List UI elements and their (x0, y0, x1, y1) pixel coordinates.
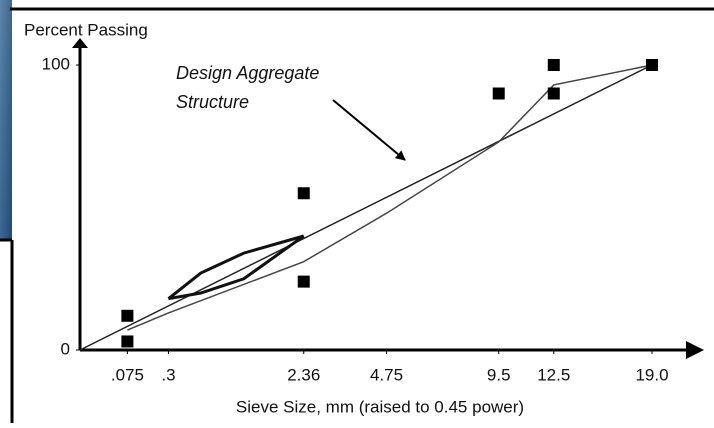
x-tick-label: 9.5 (487, 365, 511, 384)
annotation: Design Aggregate (176, 63, 319, 83)
annotation: Structure (176, 92, 249, 112)
x-tick-label: .3 (161, 365, 175, 384)
annotation-arrow (332, 99, 406, 161)
design-curve (127, 64, 653, 331)
x-tick-label: 2.36 (287, 365, 320, 384)
y-axis-arrow (72, 38, 88, 48)
control-point (492, 87, 505, 100)
max-density-line (79, 64, 653, 351)
control-point (646, 59, 658, 71)
x-axis-title: Sieve Size, mm (raised to 0.45 power) (236, 397, 524, 416)
x-axis-arrow (686, 341, 704, 359)
x-tick-label: .075 (111, 365, 144, 384)
x-tick-label: 19.0 (635, 365, 668, 384)
control-point (121, 309, 134, 322)
y-tick-label: 100 (42, 54, 70, 73)
restricted-zone-upper (167, 234, 305, 300)
control-point (547, 87, 560, 100)
y-tick-label: 0 (61, 339, 70, 358)
control-point (297, 187, 310, 200)
y-axis-title: Percent Passing (24, 20, 148, 39)
restricted-zone-lower (168, 234, 305, 301)
x-tick-label: 12.5 (537, 365, 570, 384)
control-point (121, 335, 134, 348)
control-point (547, 59, 560, 71)
background-image (0, 0, 12, 240)
control-point (297, 275, 310, 288)
x-tick-label: 4.75 (370, 365, 403, 384)
